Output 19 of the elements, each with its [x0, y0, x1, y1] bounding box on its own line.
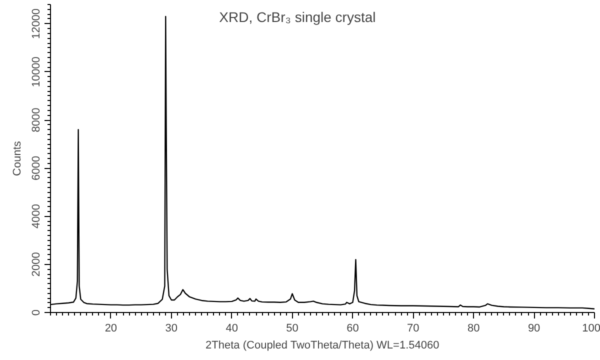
y-tick-label: 10000 [30, 56, 42, 88]
x-tick-label: 50 [286, 322, 298, 334]
x-tick-label: 80 [467, 322, 480, 334]
x-tick-label: 40 [226, 322, 238, 334]
x-tick-label: 90 [528, 322, 540, 334]
y-tick-label: 6000 [30, 156, 42, 180]
y-tick-label: 8000 [30, 108, 42, 132]
x-tick-label: 70 [407, 322, 420, 334]
x-tick-label: 60 [346, 322, 359, 334]
x-tick-label: 20 [104, 322, 118, 334]
x-tick-label: 100 [582, 322, 600, 334]
x-axis-title: 2Theta (Coupled TwoTheta/Theta) WL=1.54060 [206, 340, 440, 352]
y-tick-label: 2000 [30, 252, 42, 277]
chart-title: XRD, CrBr₃ single crystal [219, 9, 376, 26]
y-tick-label: 0 [30, 309, 42, 316]
y-axis-title: Counts [12, 140, 24, 176]
x-tick-label: 30 [165, 322, 178, 334]
y-tick-label: 4000 [30, 204, 42, 228]
y-tick-label: 12000 [30, 8, 42, 40]
